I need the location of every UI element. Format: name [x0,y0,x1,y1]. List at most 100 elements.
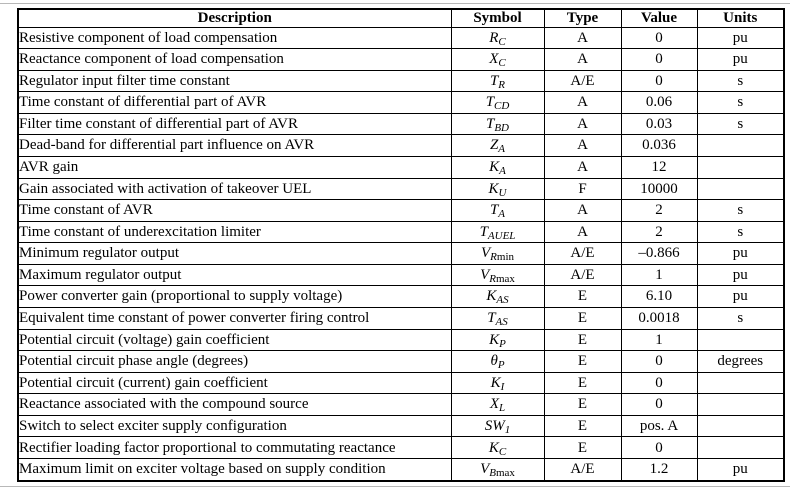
param-symbol: XC [450,48,545,71]
param-units: s [696,112,785,136]
param-type: A/E [543,242,622,265]
param-description: Reactance component of load compensation [17,48,452,71]
param-value: 0 [620,371,698,395]
param-symbol: VBmax [450,458,545,482]
page-edge-top [0,3,790,4]
param-description: Time constant of AVR [17,199,452,222]
column-header-description: Description [17,8,452,28]
param-units: s [696,69,785,93]
param-description: Time constant of underexcitation limiter [17,220,452,244]
param-symbol: RC [450,26,545,50]
param-type: A [543,48,622,71]
param-symbol: TCD [450,91,545,114]
param-units: s [696,199,785,222]
param-value: 0 [620,26,698,50]
param-type: A [543,112,622,136]
param-units: pu [696,242,785,265]
param-type: E [543,328,622,352]
table-row: Regulator input filter time constant TR A/… [17,69,785,93]
table-row: Dead-band for differential part influenc… [17,134,785,157]
param-description: Maximum regulator output [17,263,452,287]
param-units [696,393,785,416]
param-symbol: TA [450,199,545,222]
param-description: Rectifier loading factor proportional to… [17,436,452,460]
param-units: pu [696,263,785,287]
param-type: E [543,307,622,330]
param-symbol: XL [450,393,545,416]
param-type: A/E [543,458,622,482]
param-description: Switch to select exciter supply configur… [17,414,452,438]
param-units: pu [696,458,785,482]
param-type: E [543,350,622,373]
param-units [696,134,785,157]
param-value: 0.036 [620,134,698,157]
param-value: 6.10 [620,285,698,309]
param-units: degrees [696,350,785,373]
param-description: Reactance associated with the compound s… [17,393,452,416]
param-type: A [543,91,622,114]
param-type: E [543,393,622,416]
param-units [696,328,785,352]
param-description: Power converter gain (proportional to su… [17,285,452,309]
table-row: Gain associated with activation of takeo… [17,177,785,201]
param-value: 1.2 [620,458,698,482]
param-value: 10000 [620,177,698,201]
column-header-value: Value [620,8,698,28]
param-value: 0.06 [620,91,698,114]
table-row: Potential circuit (voltage) gain coeffic… [17,328,785,352]
param-description: Filter time constant of differential par… [17,112,452,136]
param-value: 1 [620,263,698,287]
param-value: 0.0018 [620,307,698,330]
table-row: Potential circuit (current) gain coeffic… [17,371,785,395]
param-value: 0.03 [620,112,698,136]
param-value: 0 [620,350,698,373]
table-row: AVR gain KA A 12 [17,155,785,179]
param-units [696,414,785,438]
param-units [696,436,785,460]
param-description: Resistive component of load compensation [17,26,452,50]
table-row: Reactance component of load compensation… [17,48,785,71]
table-row: Time constant of differential part of AV… [17,91,785,114]
param-symbol: TAUEL [450,220,545,244]
param-type: A [543,134,622,157]
page-edge-bottom [0,486,790,487]
param-value: –0.866 [620,242,698,265]
param-description: Potential circuit phase angle (degrees) [17,350,452,373]
column-header-symbol: Symbol [450,8,545,28]
table-row: Time constant of underexcitation limiter… [17,220,785,244]
param-type: A [543,220,622,244]
param-type: F [543,177,622,201]
param-units [696,177,785,201]
param-type: A/E [543,263,622,287]
parameters-table: Description Symbol Type Value Units Resi… [17,8,785,482]
param-units: s [696,220,785,244]
param-symbol: TR [450,69,545,93]
column-header-type: Type [543,8,622,28]
table-row: Equivalent time constant of power conver… [17,307,785,330]
param-symbol: KA [450,155,545,179]
param-symbol: KI [450,371,545,395]
table-row: Maximum regulator output VRmax A/E 1 pu [17,263,785,287]
param-description: AVR gain [17,155,452,179]
table-row: Power converter gain (proportional to su… [17,285,785,309]
table-row: Potential circuit phase angle (degrees) θ… [17,350,785,373]
param-units: pu [696,26,785,50]
param-type: E [543,436,622,460]
param-type: A [543,155,622,179]
column-header-units: Units [696,8,785,28]
param-value: 0 [620,393,698,416]
table-row: Resistive component of load compensation… [17,26,785,50]
param-description: Maximum limit on exciter voltage based o… [17,458,452,482]
param-units: pu [696,48,785,71]
param-description: Potential circuit (current) gain coeffic… [17,371,452,395]
param-symbol: TBD [450,112,545,136]
param-value: pos. A [620,414,698,438]
param-symbol: KAS [450,285,545,309]
param-symbol: VRmax [450,263,545,287]
param-symbol: ZA [450,134,545,157]
table-body: Resistive component of load compensation… [17,26,785,482]
param-description: Regulator input filter time constant [17,69,452,93]
table-row: Minimum regulator output VRmin A/E –0.866 pu [17,242,785,265]
param-units [696,371,785,395]
param-type: E [543,371,622,395]
